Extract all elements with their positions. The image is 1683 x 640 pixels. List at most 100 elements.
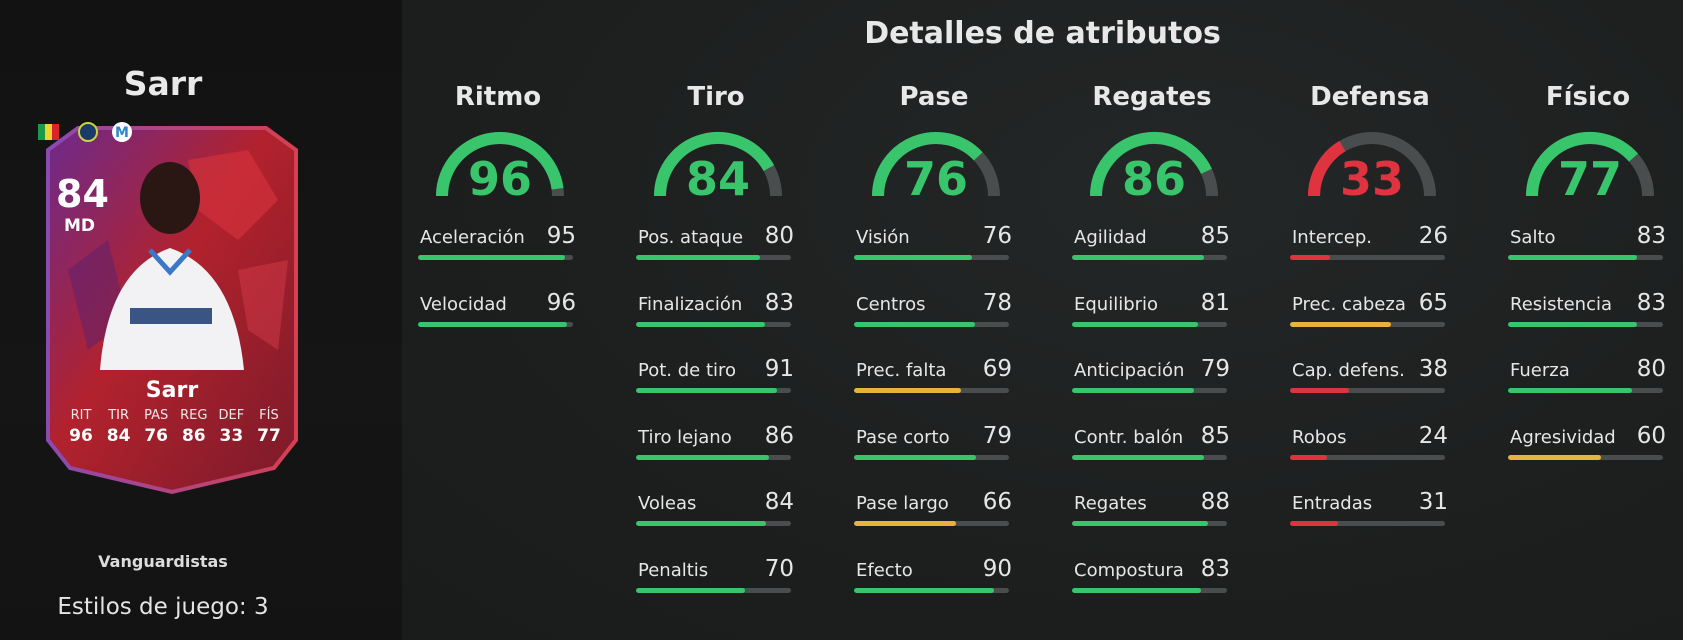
gauge-fill [1526,132,1639,197]
attribute-row[interactable]: Robos 24 [1290,423,1450,467]
attribute-label: Robos [1292,427,1347,448]
attribute-row[interactable]: Anticipación 79 [1072,356,1232,400]
attribute-row[interactable]: Centros 78 [854,290,1014,334]
attribute-value: 83 [1636,223,1666,249]
attribute-label: Pot. de tiro [638,360,737,381]
attribute-row[interactable]: Voleas 84 [636,489,796,533]
attribute-value: 90 [982,556,1012,582]
gauge-fill [654,132,775,197]
attribute-row[interactable]: Resistencia 83 [1508,290,1668,334]
attribute-bar-fill [854,322,975,327]
attribute-bar-track [1072,588,1227,593]
attribute-row[interactable]: Agilidad 85 [1072,223,1232,267]
attribute-value: 66 [982,489,1012,515]
attribute-value: 95 [546,223,576,249]
attribute-bar-track [1072,455,1227,460]
card-stat-label: REG [180,408,208,423]
attribute-value: 85 [1200,223,1230,249]
attribute-row[interactable]: Velocidad 96 [418,290,578,334]
attribute-row[interactable]: Visión 76 [854,223,1014,267]
attribute-value: 96 [546,290,576,316]
attribute-row[interactable]: Efecto 90 [854,556,1014,600]
attribute-label: Penaltis [638,560,709,581]
attribute-bar-track [854,455,1009,460]
attribute-row[interactable]: Fuerza 80 [1508,356,1668,400]
attribute-row[interactable]: Pos. ataque 80 [636,223,796,267]
attribute-value: 83 [764,290,794,316]
attribute-row[interactable]: Equilibrio 81 [1072,290,1232,334]
attribute-bar-track [1508,322,1663,327]
attribute-row[interactable]: Pase largo 66 [854,489,1014,533]
nation-flag-icon [38,124,59,140]
attribute-label: Cap. defens. [1292,360,1405,381]
category-title: Regates [1092,82,1212,112]
attribute-bar-track [854,255,1009,260]
category-title: Físico [1545,82,1631,112]
attribute-value: 78 [982,290,1012,316]
gauge-fill [1090,132,1212,197]
attribute-value: 24 [1418,423,1448,449]
attribute-label: Prec. falta [856,360,947,381]
player-card[interactable]: 84 MD Sarr RIT 96 TIR 84 PAS 76 REG 86 D… [38,120,306,498]
attribute-row[interactable]: Prec. cabeza 65 [1290,290,1450,334]
card-background [46,126,298,495]
gauge-fill [1308,140,1346,197]
attribute-bar-track [418,255,573,260]
attribute-row[interactable]: Compostura 83 [1072,556,1232,600]
card-stat: FÍS 77 [252,408,286,446]
attribute-bar-track [1072,388,1227,393]
attribute-row[interactable]: Entradas 31 [1290,489,1450,533]
attribute-value: 88 [1200,489,1230,515]
attribute-bar-track [636,322,791,327]
page-title: Detalles de atributos [864,16,1221,51]
attribute-label: Pos. ataque [638,227,744,248]
attribute-row[interactable]: Pase corto 79 [854,423,1014,467]
attribute-row[interactable]: Contr. balón 85 [1072,423,1232,467]
attribute-value: 76 [982,223,1012,249]
attribute-row[interactable]: Pot. de tiro 91 [636,356,796,400]
attribute-bar-fill [854,521,957,526]
card-type-label: Vanguardistas [98,552,228,571]
attribute-row[interactable]: Regates 88 [1072,489,1232,533]
attribute-row[interactable]: Salto 83 [1508,223,1668,267]
attribute-bar-track [1290,255,1445,260]
category-rating: 96 [467,152,532,206]
attribute-row[interactable]: Aceleración 95 [418,223,578,267]
attribute-bar-track [1508,255,1663,260]
league-icon [78,122,98,142]
attribute-row[interactable]: Agresividad 60 [1508,423,1668,467]
attribute-label: Agresividad [1510,427,1616,448]
playstyles-count[interactable]: Estilos de juego: 3 [57,594,269,620]
attribute-value: 83 [1636,290,1666,316]
category-rating: 84 [685,152,750,206]
attribute-bar-fill [1072,455,1204,460]
card-stat-label: FÍS [259,408,279,423]
club-crest-icon: M [112,122,132,142]
attribute-value: 60 [1636,423,1666,449]
attribute-bar-fill [854,255,972,260]
attribute-bar-fill [854,455,977,460]
attribute-row[interactable]: Penaltis 70 [636,556,796,600]
attribute-bar-fill [1290,322,1391,327]
attribute-value: 65 [1418,290,1448,316]
attribute-bar-track [1508,455,1663,460]
attribute-label: Compostura [1074,560,1184,581]
attribute-row[interactable]: Intercep. 26 [1290,223,1450,267]
attribute-row[interactable]: Finalización 83 [636,290,796,334]
attribute-value: 84 [764,489,794,515]
attribute-bar-track [854,322,1009,327]
attribute-bar-track [854,588,1009,593]
attribute-row[interactable]: Prec. falta 69 [854,356,1014,400]
attribute-bar-fill [1072,588,1201,593]
attribute-bar-fill [418,322,567,327]
attribute-bar-fill [418,255,566,260]
attribute-bar-fill [1072,255,1204,260]
attribute-row[interactable]: Cap. defens. 38 [1290,356,1450,400]
attribute-label: Pase corto [856,427,950,448]
attribute-bar-track [1072,255,1227,260]
card-position: MD [64,216,96,236]
player-name: Sarr [123,64,203,103]
attribute-bar-fill [1508,455,1601,460]
attribute-label: Anticipación [1074,360,1185,381]
attribute-row[interactable]: Tiro lejano 86 [636,423,796,467]
